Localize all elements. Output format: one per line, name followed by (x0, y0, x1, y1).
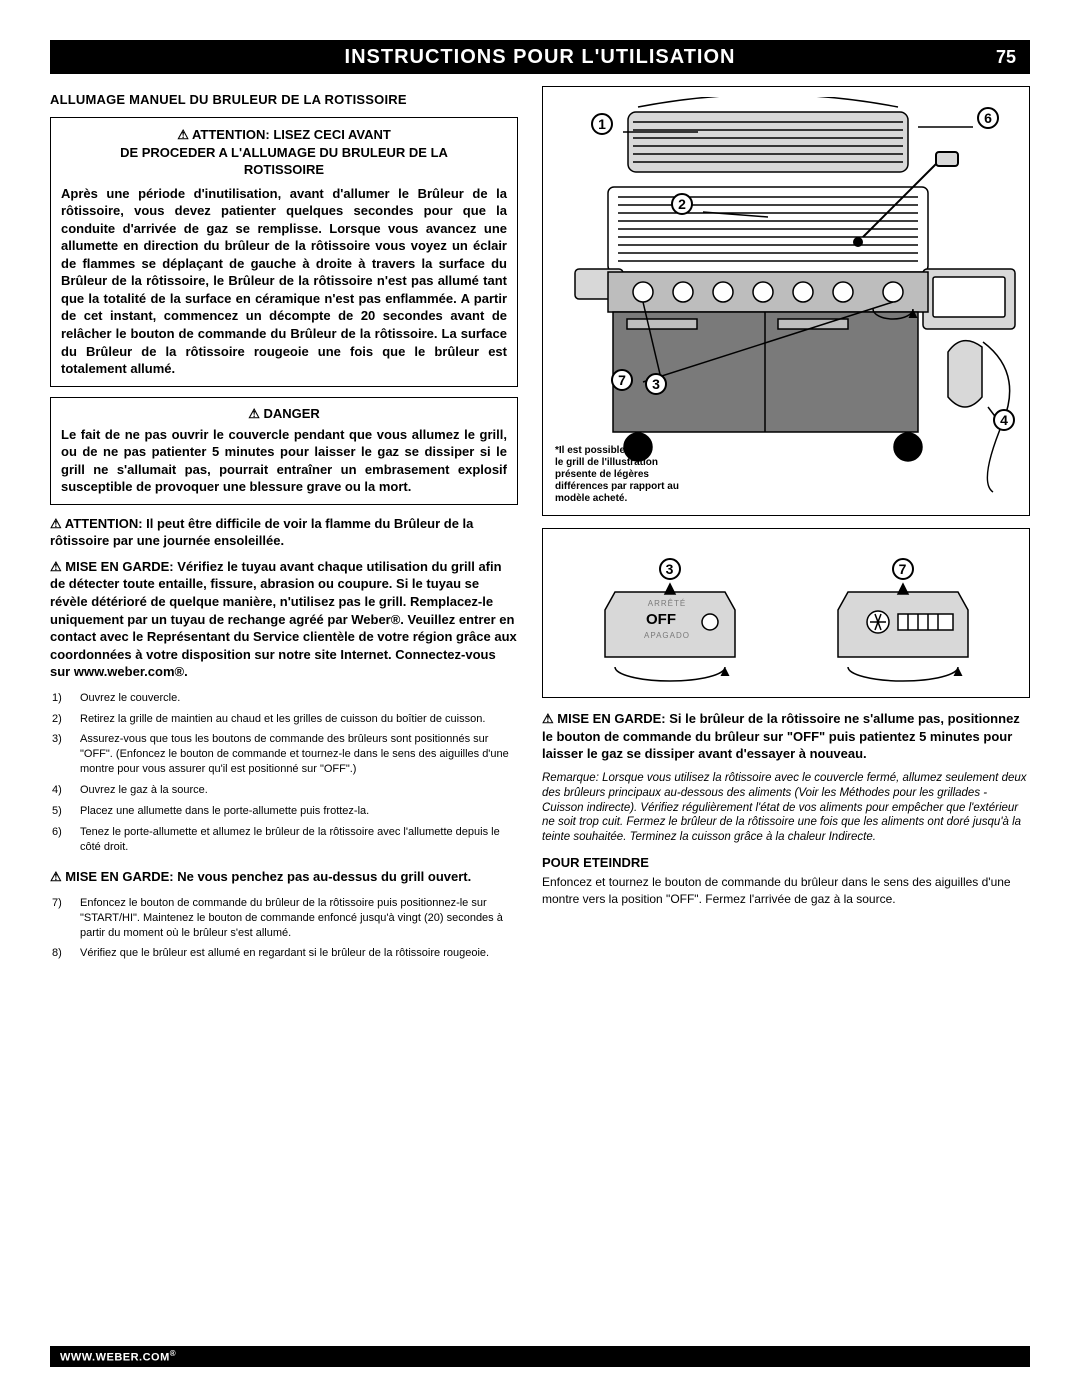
attention-line3: ROTISSOIRE (61, 161, 507, 179)
right-column: 1 6 2 3 7 4 *Il est possible que le gril… (542, 86, 1030, 975)
callout-6: 6 (977, 107, 999, 129)
eteindre-body: Enfoncez et tournez le bouton de command… (542, 874, 1030, 906)
warning-relight: ⚠ MISE EN GARDE: Si le brûleur de la rôt… (542, 710, 1030, 763)
step-row: 6)Tenez le porte-allumette et allumez le… (52, 825, 516, 859)
step-num: 6) (52, 825, 78, 859)
attention-box: ⚠ ATTENTION: LISEZ CECI AVANT DE PROCEDE… (50, 117, 518, 387)
step-num: 8) (52, 946, 78, 965)
step-row: 2)Retirez la grille de maintien au chaud… (52, 712, 516, 731)
callout-1: 1 (591, 113, 613, 135)
knob-callout-3: 3 (659, 558, 681, 580)
attention-body: Après une période d'inutilisation, avant… (61, 185, 507, 378)
footer-bar: WWW.WEBER.COM® (50, 1346, 1030, 1367)
attention-line2: DE PROCEDER A L'ALLUMAGE DU BRULEUR DE L… (61, 144, 507, 162)
knob-rot-svg (818, 562, 988, 682)
step-num: 7) (52, 896, 78, 945)
figure-knobs: 3 ARRÊTÉ OFF APAGADO (542, 528, 1030, 698)
steps-list-1: 1)Ouvrez le couvercle. 2)Retirez la gril… (50, 689, 518, 861)
warning-hose: ⚠ MISE EN GARDE: Vérifiez le tuyau avant… (50, 558, 518, 681)
step-text: Assurez-vous que tous les boutons de com… (80, 732, 516, 781)
knob-rotisserie: 7 (813, 562, 993, 682)
step-num: 4) (52, 783, 78, 802)
note-line: le grill de l'illustration (555, 457, 735, 469)
step-text: Retirez la grille de maintien au chaud e… (80, 712, 516, 731)
title-bar: INSTRUCTIONS POUR L'UTILISATION 75 (50, 40, 1030, 74)
grill-disclaimer: *Il est possible que le grill de l'illus… (555, 445, 735, 505)
step-num: 1) (52, 691, 78, 710)
eteindre-heading: POUR ETEINDRE (542, 855, 1030, 870)
note-line: différences par rapport au (555, 481, 735, 493)
callout-3: 3 (645, 373, 667, 395)
step-text: Placez une allumette dans le porte-allum… (80, 804, 516, 823)
footer-registered: ® (170, 1349, 176, 1358)
warning-lean: ⚠ MISE EN GARDE: Ne vous penchez pas au-… (50, 868, 518, 886)
label-off: OFF (646, 611, 676, 628)
left-column: ALLUMAGE MANUEL DU BRULEUR DE LA ROTISSO… (50, 86, 518, 975)
note-line: présente de légères (555, 469, 735, 481)
step-row: 5)Placez une allumette dans le porte-all… (52, 804, 516, 823)
footer-url: WWW.WEBER.COM (60, 1352, 170, 1364)
remark-note: Remarque: Lorsque vous utilisez la rôtis… (542, 771, 1030, 846)
step-num: 3) (52, 732, 78, 781)
step-row: 1)Ouvrez le couvercle. (52, 691, 516, 710)
step-text: Enfoncez le bouton de commande du brûleu… (80, 896, 516, 945)
callout-7: 7 (611, 369, 633, 391)
danger-body: Le fait de ne pas ouvrir le couvercle pe… (61, 426, 507, 496)
step-row: 3)Assurez-vous que tous les boutons de c… (52, 732, 516, 781)
danger-box: ⚠ DANGER Le fait de ne pas ouvrir le cou… (50, 397, 518, 505)
danger-head: ⚠ DANGER (61, 406, 507, 422)
steps-list-2: 7)Enfoncez le bouton de commande du brûl… (50, 894, 518, 967)
page-number: 75 (996, 47, 1016, 68)
step-row: 8)Vérifiez que le brûleur est allumé en … (52, 946, 516, 965)
callout-4: 4 (993, 409, 1015, 431)
note-line: *Il est possible que (555, 445, 735, 457)
label-arrete: ARRÊTÉ (647, 599, 685, 608)
step-row: 7)Enfoncez le bouton de commande du brûl… (52, 896, 516, 945)
label-apagado: APAGADO (644, 631, 690, 640)
step-num: 2) (52, 712, 78, 731)
knob-off: 3 ARRÊTÉ OFF APAGADO (580, 562, 760, 682)
step-num: 5) (52, 804, 78, 823)
step-text: Tenez le porte-allumette et allumez le b… (80, 825, 516, 859)
attention-line1: ⚠ ATTENTION: LISEZ CECI AVANT (61, 126, 507, 144)
knob-callout-7: 7 (892, 558, 914, 580)
step-text: Ouvrez le couvercle. (80, 691, 516, 710)
page-title: INSTRUCTIONS POUR L'UTILISATION (345, 46, 736, 69)
callout-2: 2 (671, 193, 693, 215)
section-heading: ALLUMAGE MANUEL DU BRULEUR DE LA ROTISSO… (50, 92, 518, 107)
note-line: modèle acheté. (555, 493, 735, 505)
knob-off-svg: ARRÊTÉ OFF APAGADO (585, 562, 755, 682)
figure-grill: 1 6 2 3 7 4 *Il est possible que le gril… (542, 86, 1030, 516)
step-row: 4)Ouvrez le gaz à la source. (52, 783, 516, 802)
warning-attention-sun: ⚠ ATTENTION: Il peut être difficile de v… (50, 515, 518, 550)
step-text: Ouvrez le gaz à la source. (80, 783, 516, 802)
step-text: Vérifiez que le brûleur est allumé en re… (80, 946, 516, 965)
